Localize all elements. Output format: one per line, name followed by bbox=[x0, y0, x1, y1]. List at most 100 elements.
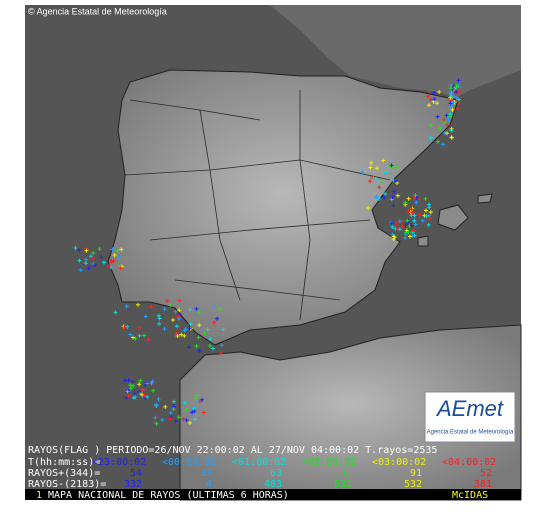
strike bbox=[175, 333, 180, 338]
strike bbox=[136, 302, 141, 307]
strike bbox=[426, 94, 431, 99]
strike bbox=[109, 258, 114, 263]
strike bbox=[455, 106, 460, 111]
strike bbox=[431, 99, 436, 104]
strike bbox=[414, 200, 419, 205]
iberian-peninsula bbox=[107, 69, 459, 346]
strike bbox=[157, 316, 162, 321]
strike bbox=[428, 123, 433, 128]
strike bbox=[427, 202, 432, 207]
strike bbox=[140, 388, 145, 393]
strike bbox=[456, 84, 461, 89]
negative-count: 532 bbox=[404, 479, 422, 490]
strike bbox=[393, 178, 398, 183]
strike bbox=[448, 114, 453, 119]
strike bbox=[412, 213, 417, 218]
strike bbox=[445, 131, 450, 136]
strike bbox=[84, 248, 89, 253]
strike bbox=[427, 89, 432, 94]
strike bbox=[137, 326, 142, 331]
strike bbox=[441, 125, 446, 130]
strike bbox=[171, 407, 176, 412]
strike bbox=[162, 326, 167, 331]
strike bbox=[450, 87, 455, 92]
negative-count: 531 bbox=[334, 479, 352, 490]
strike bbox=[131, 379, 136, 384]
positive-count: 63 bbox=[270, 468, 282, 479]
strike bbox=[389, 221, 394, 226]
strike bbox=[373, 177, 378, 182]
strike bbox=[126, 378, 131, 383]
strike bbox=[133, 336, 138, 341]
interval-label: <00:00:02 bbox=[162, 457, 216, 468]
strike bbox=[202, 331, 207, 336]
strike bbox=[188, 322, 193, 327]
strike bbox=[450, 107, 455, 112]
strike bbox=[145, 381, 150, 386]
strike bbox=[128, 332, 133, 337]
strike bbox=[428, 97, 433, 102]
borders bbox=[124, 90, 391, 321]
strike bbox=[417, 212, 422, 217]
strike bbox=[389, 171, 394, 176]
strike bbox=[149, 304, 154, 309]
strike bbox=[423, 196, 428, 201]
france bbox=[25, 5, 521, 98]
intervals-label: T(hh:mm:ss)= bbox=[28, 457, 100, 468]
strike bbox=[201, 410, 206, 415]
strike bbox=[173, 419, 178, 424]
strike bbox=[413, 193, 418, 198]
strike bbox=[132, 391, 137, 396]
strike bbox=[182, 333, 187, 338]
strike bbox=[403, 232, 408, 237]
strike bbox=[360, 170, 365, 175]
strike bbox=[131, 395, 136, 400]
lightning-strikes bbox=[73, 78, 462, 426]
strike bbox=[187, 326, 192, 331]
strike bbox=[212, 320, 217, 325]
strike bbox=[449, 93, 454, 98]
strike bbox=[193, 396, 198, 401]
strike bbox=[406, 196, 411, 201]
strike bbox=[197, 323, 202, 328]
strike bbox=[184, 418, 189, 423]
strike bbox=[125, 389, 130, 394]
strike bbox=[118, 266, 123, 271]
strike bbox=[454, 84, 459, 89]
strike bbox=[428, 210, 433, 215]
strike bbox=[89, 254, 94, 259]
strike bbox=[177, 298, 182, 303]
strike bbox=[437, 89, 442, 94]
strike bbox=[456, 97, 461, 102]
strike bbox=[177, 308, 182, 313]
summary: RAYOS(FLAG ) PERIODO=26/NOV 22:00:02 AL … bbox=[28, 445, 437, 456]
negative-count: 332 bbox=[124, 479, 142, 490]
interval-label: <01:00:02 bbox=[232, 457, 286, 468]
strike bbox=[117, 254, 122, 259]
strike bbox=[176, 316, 181, 321]
strike bbox=[441, 142, 446, 147]
strike bbox=[137, 333, 142, 338]
interval-label: <04:00:02 bbox=[442, 457, 496, 468]
strike bbox=[184, 407, 189, 412]
strike bbox=[456, 78, 461, 83]
positive-count: 54 bbox=[130, 468, 142, 479]
strike bbox=[395, 181, 400, 186]
strike bbox=[130, 335, 135, 340]
strike bbox=[197, 348, 202, 353]
strike bbox=[153, 415, 158, 420]
copyright: © Agencia Estatal de Meteorología bbox=[28, 6, 167, 16]
strike bbox=[156, 397, 161, 402]
strike bbox=[137, 389, 142, 394]
strike bbox=[374, 194, 379, 199]
strike bbox=[217, 307, 222, 312]
strike bbox=[173, 309, 178, 314]
interval-label: <03:00:02 bbox=[372, 457, 426, 468]
strike bbox=[412, 195, 417, 200]
strike bbox=[454, 95, 459, 100]
strike bbox=[410, 206, 415, 211]
strike bbox=[176, 415, 181, 420]
strike bbox=[389, 197, 394, 202]
strike bbox=[78, 268, 83, 273]
strike bbox=[195, 393, 200, 398]
